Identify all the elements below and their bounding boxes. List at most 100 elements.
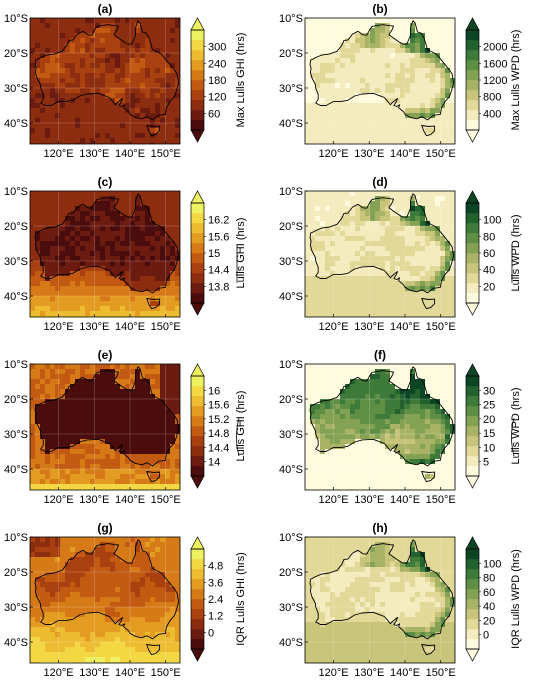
lat-tick-label: 10°S [4, 359, 28, 371]
lat-tick-label: 40°S [279, 118, 303, 130]
colorbar-segment [191, 90, 204, 101]
colorbar-max-extension [190, 536, 205, 550]
colorbar-segment [466, 100, 479, 111]
lon-tick-label: 140°E [115, 494, 145, 506]
lat-tick-label: 20°S [279, 567, 303, 579]
colorbar-tick-label: 15.6 [208, 231, 229, 243]
colorbar-segment [466, 110, 479, 121]
australia-coastline [34, 539, 180, 640]
colorbar-max-extension [190, 17, 205, 31]
australia-coastline [34, 193, 180, 294]
colorbar-tick-label: 100 [483, 558, 501, 570]
colorbar-segment [466, 559, 479, 570]
map-gridlines [30, 363, 180, 490]
colorbar-tick-label: 20 [483, 615, 495, 627]
lat-tick-label: 20°S [279, 221, 303, 233]
lat-tick-label: 30°S [279, 256, 303, 268]
colorbar-segment [466, 80, 479, 91]
colorbar-tick-label: 400 [483, 108, 501, 120]
colorbar-segment [466, 203, 479, 214]
colorbar-segment [191, 639, 204, 650]
lat-tick-label: 40°S [4, 464, 28, 476]
lon-tick-label: 140°E [115, 148, 145, 160]
colorbar-tick-label: 25 [483, 400, 495, 412]
colorbar-segment [466, 549, 479, 560]
australia-coastline [309, 20, 455, 121]
colorbar-title: Lulls GHI (hrs) [235, 391, 247, 462]
colorbar: 60 120 180 240 300 Max Lulls GHI (hrs) [190, 17, 247, 143]
colorbar-tick-label: 40 [483, 601, 495, 613]
colorbar-tick-label: 0 [208, 627, 214, 639]
panel-b: (b) 10°S 20°S 30°S 40°S 120°E 130°E 140°E 150°E 4… [279, 2, 522, 160]
colorbar-segment [191, 203, 204, 214]
colorbar-segment [466, 90, 479, 101]
colorbar-segment [466, 60, 479, 71]
colorbar-segment [191, 599, 204, 610]
panel-c: (c) 10°S 20°S 30°S 40°S 120°E 130°E 140°E 150°E 1… [4, 175, 247, 333]
colorbar: 5 10 15 20 25 30 Lulls WPD (hrs) [465, 363, 522, 489]
colorbar-title: Lulls GHI (hrs) [235, 218, 247, 289]
colorbar-segment [466, 599, 479, 610]
colorbar-tick-label: 10 [483, 442, 495, 454]
colorbar-title: Max Lulls GHI (hrs) [235, 33, 247, 128]
colorbar-segment [191, 40, 204, 51]
lat-tick-label: 40°S [4, 637, 28, 649]
colorbar-tick-label: 300 [208, 42, 226, 54]
lat-tick-label: 40°S [279, 291, 303, 303]
colorbar-segment [466, 263, 479, 274]
colorbar-tick-label: 14.4 [208, 442, 229, 454]
colorbar-tick-label: 800 [483, 92, 501, 104]
colorbar-segment [466, 70, 479, 81]
colorbar-segment [191, 589, 204, 600]
colorbar-segment [191, 253, 204, 264]
lat-tick-label: 20°S [4, 48, 28, 60]
colorbar-tick-label: 16 [208, 385, 220, 397]
colorbar-segment [191, 466, 204, 477]
lon-tick-label: 130°E [354, 667, 384, 679]
lon-tick-label: 150°E [151, 667, 181, 679]
colorbar-tick-label: 0 [483, 630, 489, 642]
colorbar-title: Lulls WPD (hrs) [510, 214, 522, 291]
lat-tick-label: 10°S [4, 186, 28, 198]
colorbar-max-extension [465, 363, 480, 377]
colorbar-segment [191, 629, 204, 640]
lon-tick-label: 120°E [319, 321, 349, 333]
map-field [30, 191, 180, 317]
colorbar-tick-label: 60 [483, 248, 495, 260]
lat-tick-label: 30°S [4, 83, 28, 95]
lat-tick-label: 10°S [279, 186, 303, 198]
colorbar-min-extension [190, 302, 205, 316]
colorbar-tick-label: 14.4 [208, 265, 229, 277]
panel-label: (c) [98, 175, 113, 189]
tasmania-coastline [146, 297, 161, 310]
colorbar-max-extension [190, 363, 205, 377]
colorbar-segment [191, 273, 204, 284]
tasmania-coastline [421, 643, 436, 656]
colorbar: 400 800 1200 1600 2000 Max Lulls WPD (hrs) [465, 17, 522, 143]
panel-label: (g) [97, 521, 112, 535]
map-frame [29, 363, 181, 491]
lon-tick-label: 120°E [319, 148, 349, 160]
colorbar-segment [191, 579, 204, 590]
colorbar-segment [191, 396, 204, 407]
colorbar-segment [191, 456, 204, 467]
colorbar-tick-label: 15 [483, 428, 495, 440]
lat-tick-label: 30°S [4, 602, 28, 614]
lat-tick-label: 10°S [279, 13, 303, 25]
colorbar: 0 1.2 2.4 3.6 4.8 IQR Lulls GHI (hrs) [190, 536, 247, 662]
colorbar-tick-label: 5 [483, 457, 489, 469]
lat-tick-label: 40°S [4, 291, 28, 303]
map-field [305, 191, 455, 317]
colorbar-tick-label: 60 [483, 587, 495, 599]
colorbar-segment [466, 293, 479, 304]
colorbar-segment [191, 559, 204, 570]
lon-tick-label: 120°E [44, 494, 74, 506]
map-field [30, 18, 180, 144]
colorbar-tick-label: 14 [208, 457, 220, 469]
colorbar-segment [191, 243, 204, 254]
colorbar-segment [191, 233, 204, 244]
colorbar-segment [466, 406, 479, 417]
map-field [305, 18, 455, 144]
lat-tick-label: 10°S [279, 532, 303, 544]
colorbar-max-extension [465, 536, 480, 550]
